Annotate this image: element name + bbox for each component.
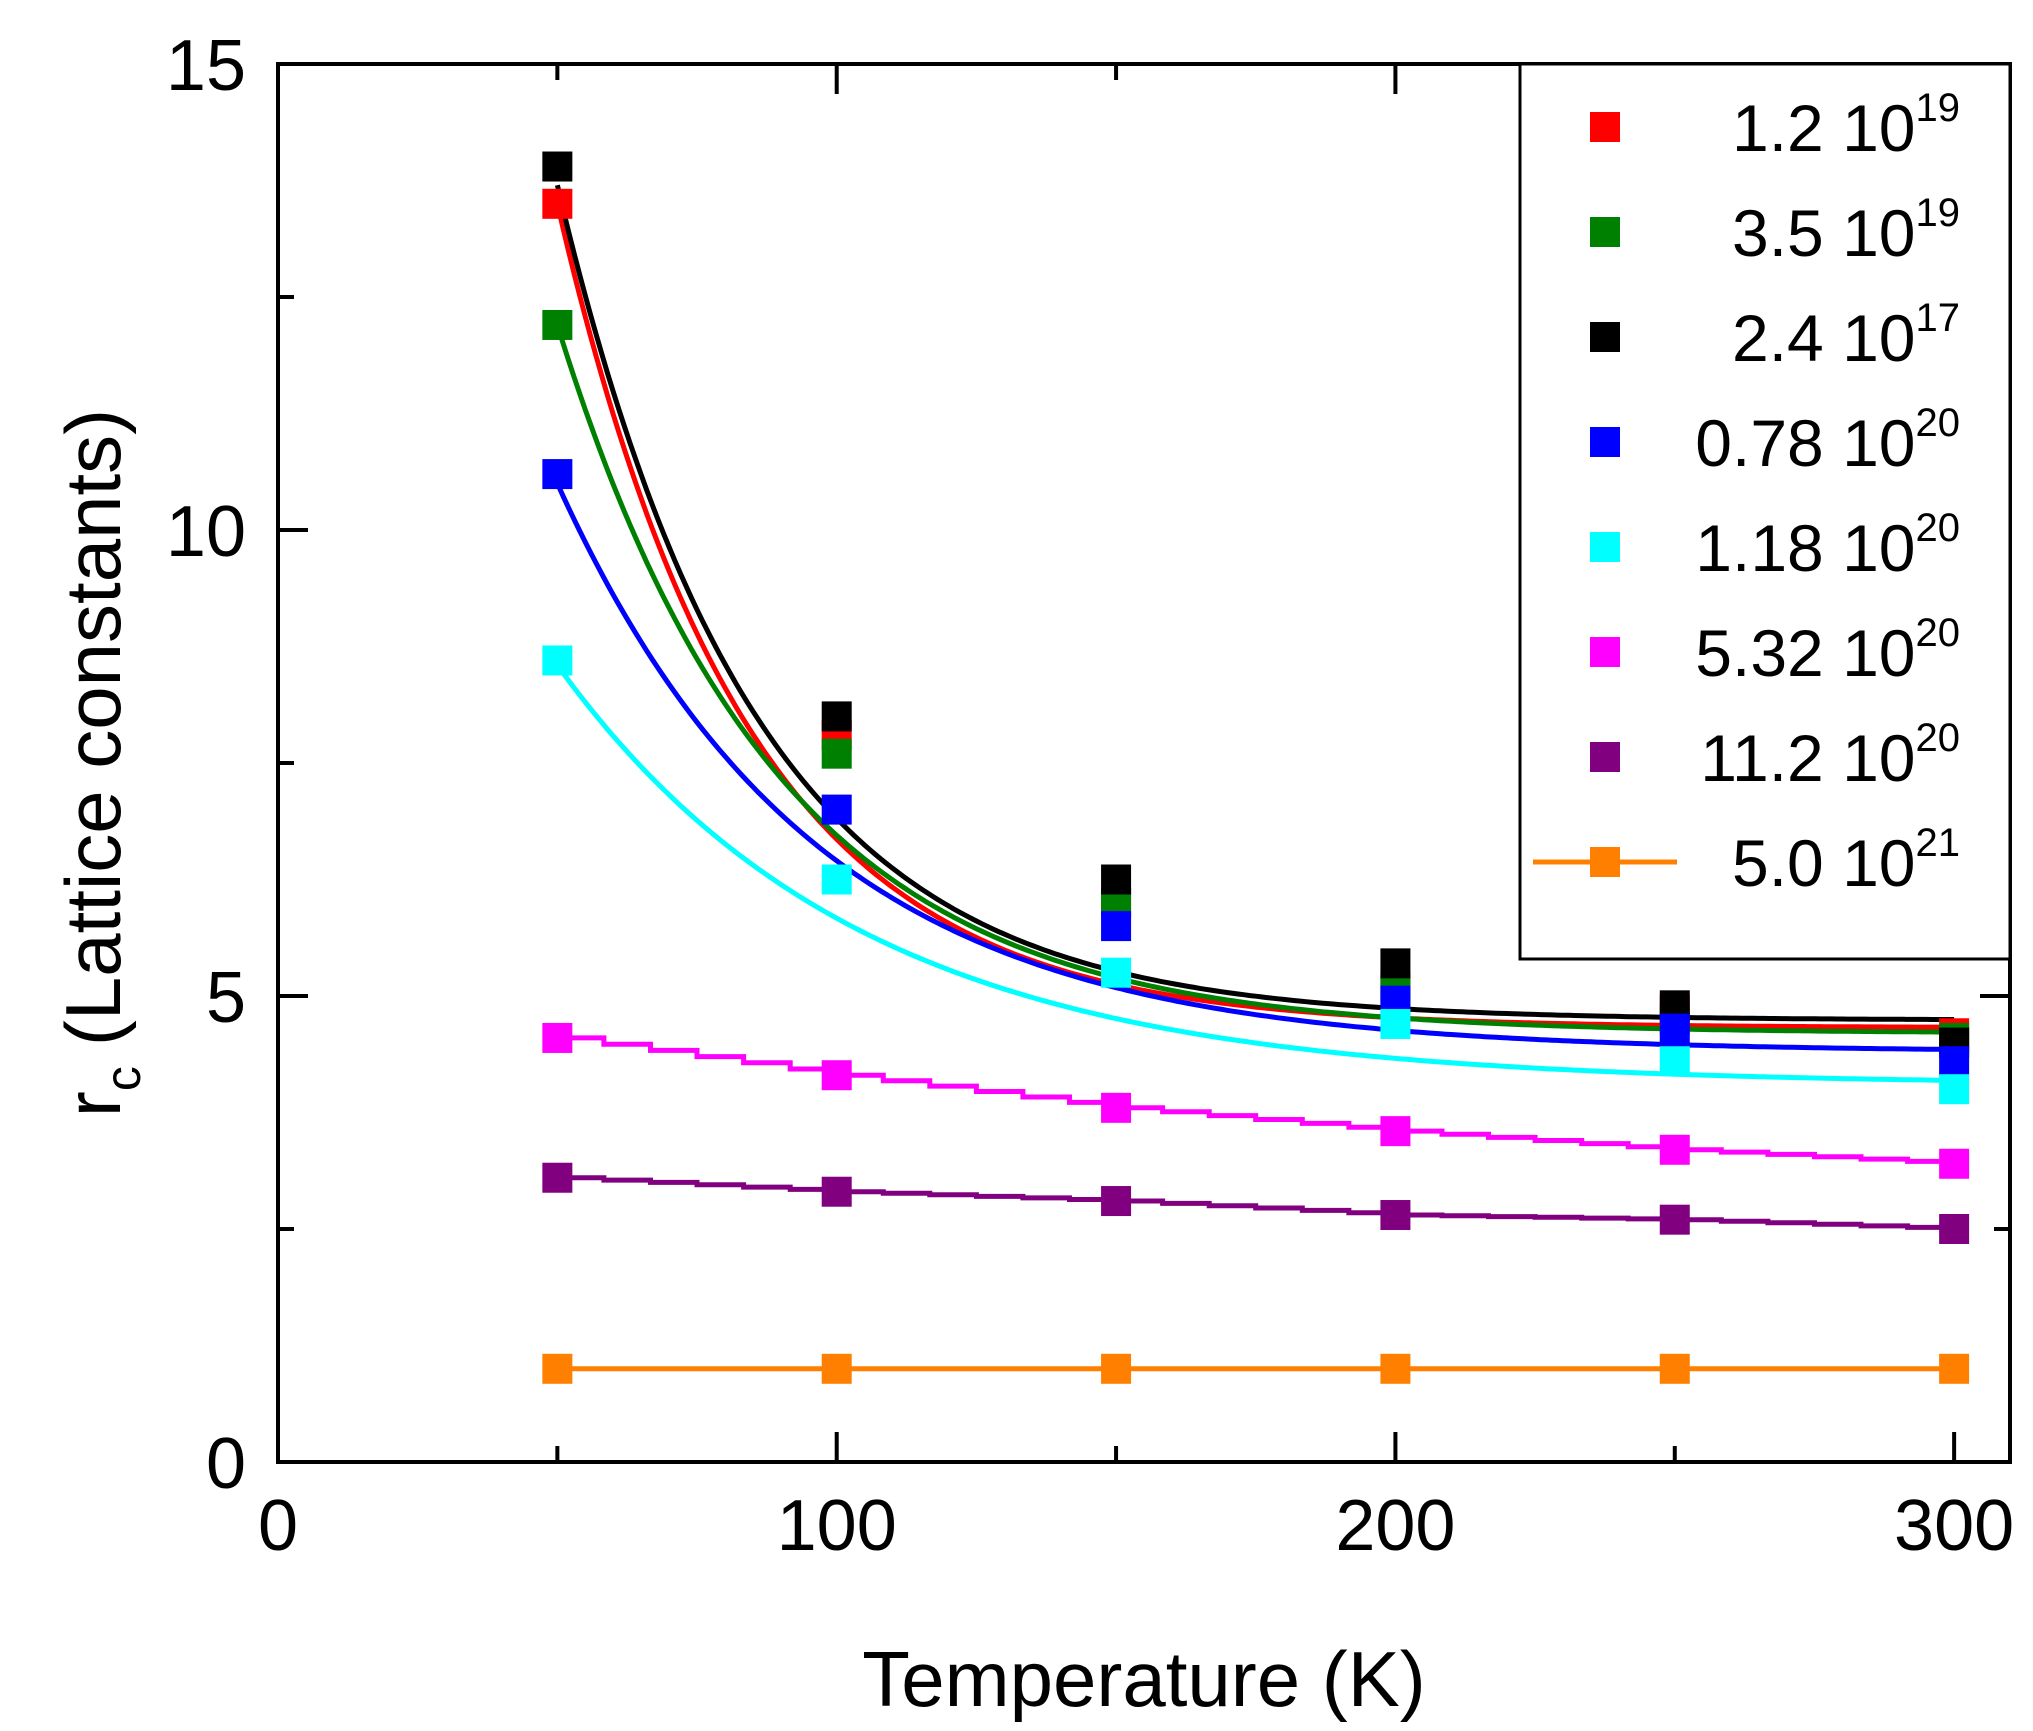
data-point <box>542 151 573 182</box>
x-tick-label: 0 <box>258 1486 298 1566</box>
x-tick-label: 200 <box>1335 1486 1455 1566</box>
series-line-4 <box>555 482 1955 1052</box>
legend-label: 0.78 1020 <box>1695 401 1960 480</box>
legend-box <box>1518 62 2012 961</box>
data-point <box>542 1022 573 1053</box>
series-line-2 <box>555 324 1955 1035</box>
data-point <box>821 738 852 769</box>
legend-label: 3.5 1019 <box>1732 191 1960 270</box>
data-point <box>542 309 573 340</box>
legend-swatch <box>1590 217 1620 247</box>
fit-curves <box>554 184 1957 1372</box>
data-point <box>1380 1200 1411 1231</box>
legend-swatch <box>1590 532 1620 562</box>
data-point <box>1939 1353 1970 1384</box>
legend-swatch <box>1590 742 1620 772</box>
data-point <box>542 1353 573 1384</box>
data-point <box>821 701 852 732</box>
data-point <box>1380 948 1411 979</box>
data-point <box>1659 1134 1690 1165</box>
series-line-3 <box>554 184 1955 1022</box>
y-tick-label: 10 <box>166 492 246 572</box>
data-point <box>821 1353 852 1384</box>
data-point <box>821 864 852 895</box>
legend-label: 11.2 1020 <box>1700 716 1960 795</box>
y-tick-label: 15 <box>166 26 246 106</box>
legend-label: 1.18 1020 <box>1695 506 1960 585</box>
data-point <box>542 459 573 490</box>
data-point <box>1659 1353 1690 1384</box>
legend-swatch <box>1590 637 1620 667</box>
data-point <box>821 1176 852 1207</box>
svg-text:rc(Lattice constants): rc (Lattice constants) <box>49 409 151 1117</box>
legend-label: 5.32 1020 <box>1695 611 1960 690</box>
data-point <box>1939 1214 1970 1244</box>
legend-swatch <box>1590 847 1620 877</box>
data-point <box>542 188 573 219</box>
legend-swatch <box>1590 322 1620 352</box>
data-point <box>542 645 573 676</box>
legend-label: 1.2 1019 <box>1732 86 1960 165</box>
data-markers <box>542 151 1970 1384</box>
x-tick-label: 100 <box>777 1486 897 1566</box>
data-point <box>821 794 852 825</box>
data-point <box>1939 1074 1970 1105</box>
legend: 1.2 1019 3.5 1019 2.4 1017 0.78 1020 1.18 10… <box>1518 62 2012 961</box>
y-axis-title: rc (Lattice constants) <box>49 409 151 1117</box>
series-line-6 <box>557 1035 1957 1164</box>
y-tick-label: 5 <box>206 958 246 1038</box>
legend-swatch <box>1590 427 1620 457</box>
tick-labels: 0 100 200 300 0 5 10 15 <box>166 26 2014 1566</box>
legend-label: 5.0 1021 <box>1732 821 1960 900</box>
data-point <box>1939 1148 1970 1179</box>
y-axis-title-sub: c <box>95 1066 151 1091</box>
data-point <box>821 1060 852 1091</box>
data-point <box>1380 1116 1411 1147</box>
legend-items: 1.2 1019 3.5 1019 2.4 1017 0.78 1020 1.18 10… <box>1533 86 1960 900</box>
series-line-7 <box>557 1175 1957 1230</box>
data-point <box>1659 1013 1690 1044</box>
data-point <box>1380 1353 1411 1384</box>
legend-label: 2.4 1017 <box>1732 296 1960 375</box>
y-tick-label: 0 <box>206 1424 246 1504</box>
data-point <box>1659 1204 1690 1235</box>
data-point <box>1659 1046 1690 1077</box>
data-point <box>1939 1046 1970 1077</box>
series-line-5 <box>555 663 1955 1083</box>
data-point <box>1101 957 1132 988</box>
axis-ticks <box>276 62 2010 1464</box>
data-point <box>1101 864 1132 895</box>
x-axis-title: Temperature (K) <box>862 1635 1426 1723</box>
legend-swatch <box>1590 112 1620 142</box>
data-point <box>1101 1353 1132 1384</box>
data-point <box>1380 1008 1411 1039</box>
y-axis-title-main: r <box>49 1091 137 1117</box>
y-axis-title-text: (Lattice constants) <box>49 409 137 1046</box>
data-point <box>1101 1186 1132 1217</box>
x-tick-label: 300 <box>1894 1486 2014 1566</box>
data-point <box>1101 911 1132 942</box>
data-point <box>1101 1092 1132 1123</box>
data-point <box>542 1162 573 1193</box>
